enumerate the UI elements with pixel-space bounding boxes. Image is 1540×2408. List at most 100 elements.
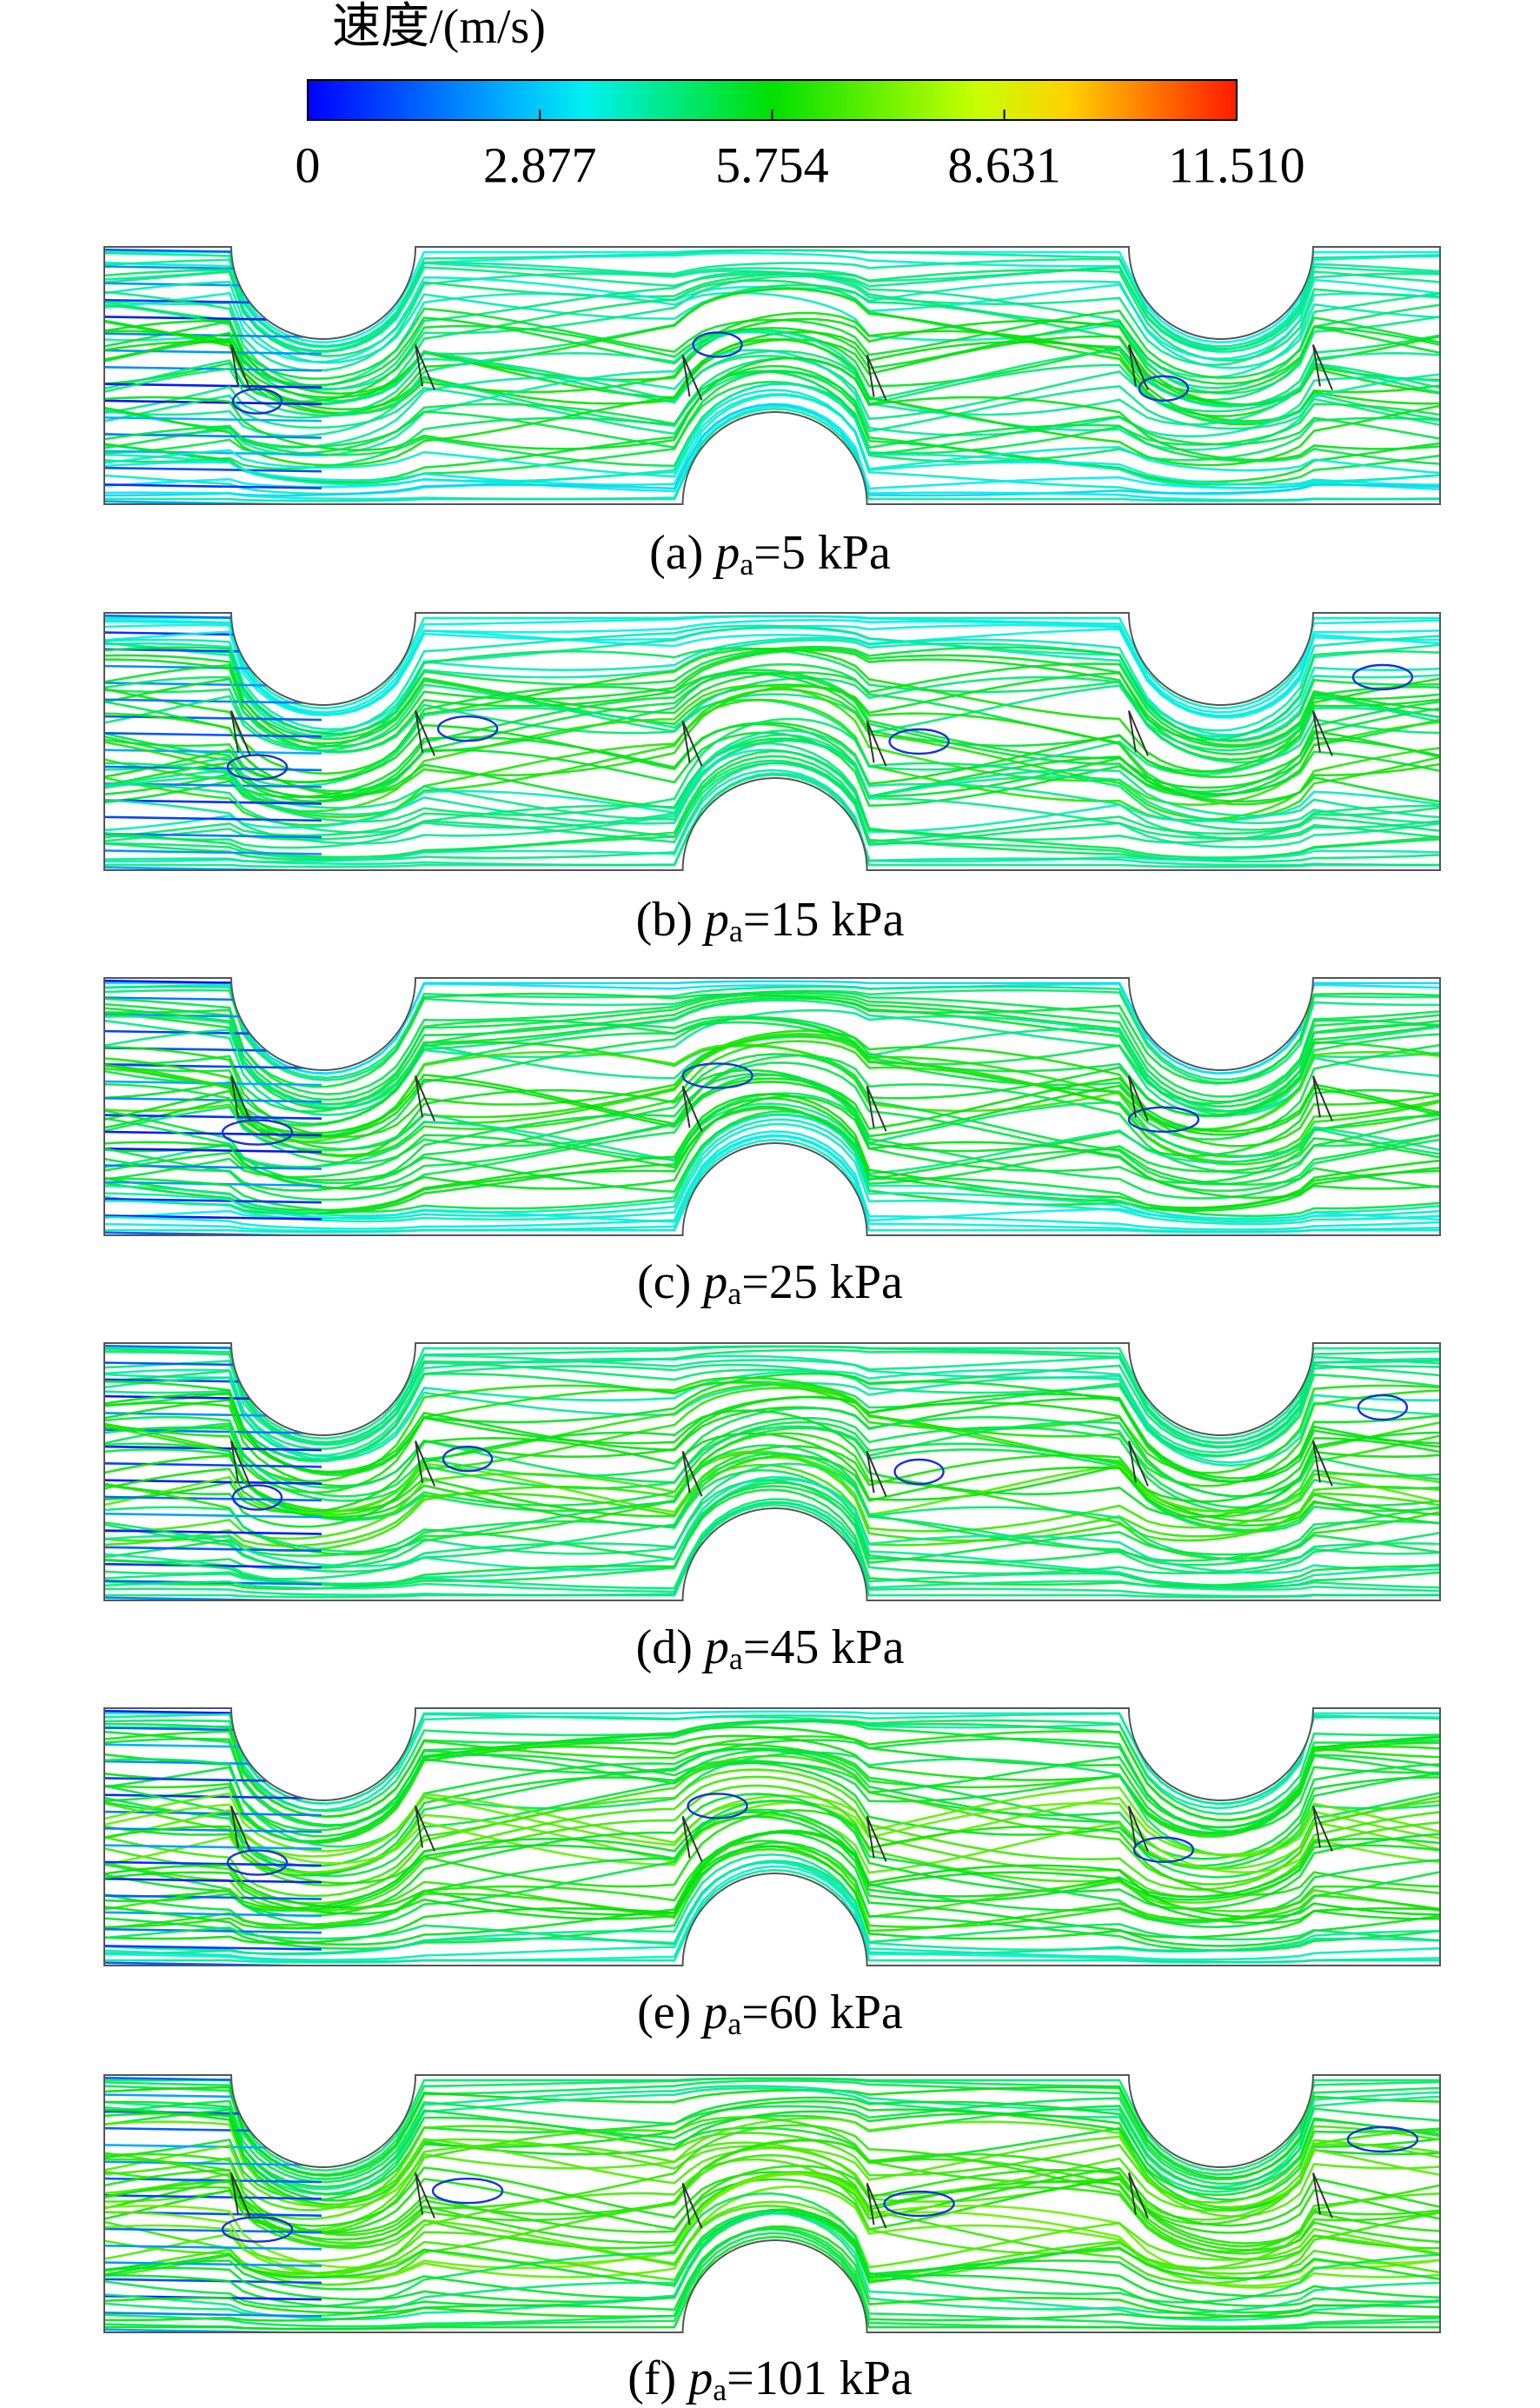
streamline [104, 1445, 1440, 1522]
fin [681, 1085, 703, 1132]
streamline [104, 773, 1439, 868]
caption-value: =45 kPa [743, 1620, 905, 1674]
fin [866, 354, 887, 401]
inlet-streamline [104, 748, 322, 755]
fin [681, 2182, 703, 2229]
streamline [104, 1032, 1440, 1159]
streamline [104, 1462, 1440, 1562]
streamline [104, 1450, 1440, 1540]
streamline [104, 717, 1440, 831]
fin [1127, 344, 1149, 390]
inlet-streamline [104, 832, 322, 839]
caption-symbol: p [712, 526, 740, 580]
streamline [104, 1078, 1440, 1140]
streamlines [104, 614, 1440, 870]
colorbar-tick-label: 2.877 [483, 136, 597, 193]
fin [866, 1085, 887, 1132]
streamline [104, 2226, 1440, 2328]
fin [1127, 1075, 1149, 1121]
streamline [104, 2166, 1440, 2227]
streamline [104, 1043, 1440, 1143]
inlet-streamline [104, 2194, 322, 2200]
fin [866, 2182, 887, 2229]
inlet-streamline [104, 1147, 322, 1154]
streamline [104, 2085, 1440, 2191]
streamline [104, 1453, 1440, 1528]
fin [230, 1806, 251, 1852]
caption: (a) pa=5 kPa [649, 526, 891, 582]
channel-wall [103, 612, 1441, 871]
fin [1311, 1806, 1333, 1852]
streamline [104, 762, 1440, 863]
streamline [104, 2172, 1440, 2287]
vortex [441, 1445, 494, 1473]
streamline [104, 2138, 1440, 2220]
streamline [104, 1712, 1440, 1806]
streamline [104, 1102, 1440, 1175]
inlet-streamline [104, 2160, 322, 2167]
streamline [104, 2139, 1440, 2255]
streamline [104, 402, 1440, 497]
fin [866, 1450, 887, 1497]
streamline [104, 615, 1440, 714]
streamlines [104, 248, 1440, 504]
streamline [104, 394, 1440, 486]
streamline [104, 1074, 1440, 1201]
caption-label: (f) [627, 2351, 676, 2405]
colorbar-tick-label: 0 [295, 136, 321, 193]
flow-panel [103, 1707, 1441, 1966]
inlet-streamline [104, 1945, 322, 1951]
streamline [104, 1813, 1440, 1874]
streamline [104, 1354, 1440, 1457]
inlet-streamline [104, 1827, 322, 1833]
fin [1311, 1440, 1333, 1487]
streamline [104, 1768, 1440, 1898]
vortex [436, 715, 499, 742]
vortex [231, 1484, 283, 1511]
channel-wall [103, 1342, 1441, 1601]
inlet-streamline [104, 500, 322, 504]
inlet-streamline [104, 1726, 322, 1733]
caption-symbol: p [701, 1620, 729, 1674]
streamline [104, 2077, 1439, 2172]
streamline [104, 1074, 1440, 1134]
streamline [104, 1105, 1440, 1215]
colorbar-title: 速度/(m/s) [332, 0, 546, 54]
flow-panel [103, 977, 1441, 1236]
streamline [104, 1501, 1440, 1598]
streamline [104, 317, 1440, 406]
streamline [104, 1801, 1440, 1874]
streamline [104, 772, 1439, 867]
fin [681, 354, 703, 401]
streamline [104, 2200, 1440, 2269]
colorbar-tick-label: 5.754 [715, 136, 829, 193]
streamline [104, 1761, 1439, 1877]
vortex [221, 2216, 294, 2243]
caption-subscript: a [729, 914, 743, 948]
fin [1127, 710, 1149, 756]
inlet-streamline [104, 416, 322, 422]
streamline [104, 1107, 1440, 1186]
streamline [104, 982, 1440, 1075]
streamline [104, 737, 1440, 809]
streamline [104, 722, 1440, 785]
streamline [104, 647, 1440, 755]
streamline [104, 1397, 1440, 1480]
streamline [104, 2079, 1440, 2181]
streamline [104, 2211, 1440, 2318]
streamline [104, 2225, 1440, 2318]
inlet-streamline [104, 2126, 322, 2133]
streamline [104, 1831, 1440, 1947]
channel-wall [103, 2074, 1441, 2333]
inlet-streamline [104, 1512, 322, 1519]
inlet-streamline [104, 1894, 322, 1900]
streamline [104, 1503, 1439, 1599]
streamline [104, 636, 1440, 736]
inlet-streamline [104, 1495, 322, 1502]
streamline [104, 1138, 1439, 1234]
inlet-streamline [104, 1097, 322, 1103]
streamline [104, 1028, 1440, 1113]
caption-subscript: a [740, 547, 753, 582]
streamline [104, 2125, 1440, 2212]
inlet-streamline [104, 815, 322, 822]
